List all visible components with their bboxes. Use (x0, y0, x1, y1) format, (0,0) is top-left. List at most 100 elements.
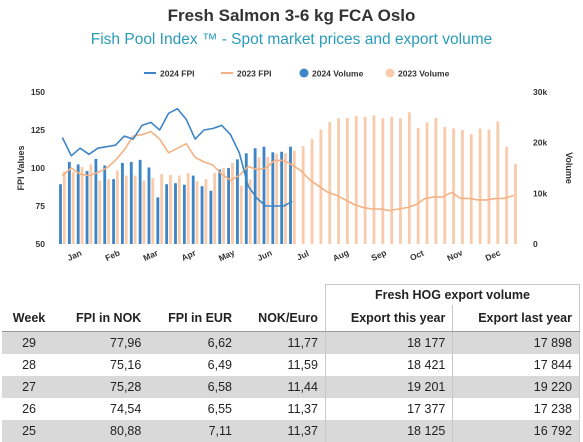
export-volume-table: Fresh HOG export volume Week FPI in NOK … (2, 284, 581, 442)
bar-2023-volume (469, 134, 473, 244)
bar-2023-volume (116, 170, 119, 244)
bar-2023-volume (204, 179, 208, 244)
y-tick-label: 125 (31, 125, 45, 135)
cell-week: 25 (2, 420, 57, 442)
y2-tick-label: 10k (533, 188, 547, 198)
legend-label: 2023 Volume (398, 69, 450, 79)
bar-2023-volume (213, 173, 217, 244)
cell-fpi-eur: 6,49 (207, 358, 232, 372)
table-row: 27 75,28 6,58 11,44 19 201 19 220 (2, 376, 580, 398)
group-header: Fresh HOG export volume (324, 284, 581, 305)
bar-2024-volume (59, 184, 62, 244)
cell-export-this-year: 18 421 (324, 354, 453, 376)
bar-2023-volume (62, 171, 66, 244)
bar-2024-volume (209, 190, 213, 244)
cell-nok-euro: 11,77 (239, 331, 326, 354)
bar-2023-volume (443, 126, 447, 244)
bar-2024-volume (165, 184, 169, 244)
cell-week: 27 (2, 376, 57, 398)
cell-nok-euro: 11,37 (239, 420, 326, 442)
bar-2023-volume (346, 117, 349, 244)
bar-2023-volume (301, 146, 305, 244)
y-tick-label: 100 (31, 163, 45, 173)
table-row: 29 77,96 6,62 11,77 18 177 17 898 (2, 331, 580, 354)
cell-nok-euro: 11,44 (239, 376, 326, 398)
fpi-volume-chart: 2024 FPI 2023 FPI 2024 Volume 2023 Volume 50… (16, 68, 574, 263)
bar-2023-volume (239, 185, 243, 244)
bar-2024-volume (218, 169, 222, 244)
bar-2023-volume (222, 168, 225, 244)
cell-export-this-year: 19 201 (324, 376, 453, 398)
table-row: 26 74,54 6,55 11,37 17 377 17 238 (2, 398, 580, 420)
col-header-export-last-year: Export last year (452, 305, 580, 332)
cell-nok-euro: 11,37 (287, 402, 318, 416)
y2-tick-label: 0 (533, 239, 538, 249)
cell-fpi-eur: 6,58 (148, 376, 239, 398)
bar-2023-volume (151, 178, 155, 244)
table-group-header-row: Fresh HOG export volume (2, 284, 581, 305)
bar-2024-volume (289, 146, 292, 244)
bar-2024-volume (129, 161, 133, 244)
bar-2024-volume (262, 146, 266, 244)
cell-export-last-year: 17 844 (452, 354, 580, 376)
bar-2024-volume (67, 161, 71, 244)
cell-export-this-year: 18 125 (324, 420, 453, 442)
cell-fpi-nok: 77,96 (56, 331, 149, 354)
bar-2024-volume (156, 197, 160, 244)
bar-2023-volume (310, 139, 314, 244)
bar-2023-volume (98, 180, 102, 244)
bar-2024-volume (191, 175, 195, 244)
bar-2023-volume (89, 164, 93, 244)
bar-2023-volume (160, 174, 164, 244)
bar-2024-volume (85, 171, 89, 244)
chart-subtitle: Fish Pool Index ™ - Spot market prices a… (90, 31, 493, 48)
legend-swatch-3 (385, 68, 395, 78)
y-tick-label: 50 (36, 239, 46, 249)
bar-2023-volume (133, 175, 137, 244)
table-row: 28 75,16 6,49 11,59 18 421 17 844 (2, 354, 580, 376)
chart-title: Fresh Salmon 3-6 kg FCA Oslo (167, 6, 416, 25)
bar-2024-volume (227, 168, 230, 244)
col-header-export-this-year: Export this year (324, 305, 453, 332)
bar-2023-volume (452, 128, 455, 244)
col-header-week: Week (2, 305, 57, 332)
x-tick-label: Dec (484, 247, 503, 263)
cell-fpi-eur: 7,11 (148, 420, 239, 442)
bar-2023-volume (169, 175, 172, 244)
cell-week: 29 (2, 331, 57, 354)
bar-2023-volume (363, 116, 367, 244)
x-tick-label: Apr (180, 247, 198, 263)
bar-2024-volume (182, 184, 186, 244)
x-tick-label: Jul (295, 248, 310, 262)
cell-fpi-eur: 6,62 (148, 331, 239, 354)
bar-2024-volume (147, 167, 151, 244)
x-tick-label: Aug (331, 247, 350, 263)
table-row: 25 80,88 7,11 11,37 18 125 16 792 (2, 420, 580, 442)
cell-fpi-nok: 74,54 (110, 402, 142, 416)
bar-2023-volume (407, 112, 411, 245)
bar-2023-volume (425, 122, 429, 244)
bar-2023-volume (124, 175, 128, 244)
legend-label: 2023 FPI (237, 69, 272, 79)
bar-2023-volume (328, 121, 332, 244)
cell-export-this-year: 18 177 (324, 331, 453, 354)
bar-2023-volume (107, 179, 110, 244)
bar-2023-volume (266, 156, 270, 244)
bar-2023-volume (337, 118, 340, 244)
x-tick-label: Feb (103, 248, 121, 263)
legend-label: 2024 FPI (160, 69, 195, 79)
bar-2024-volume (174, 183, 177, 244)
bar-2023-volume (275, 153, 279, 244)
y2-tick-label: 20k (533, 138, 547, 148)
y-tick-label: 75 (36, 201, 46, 211)
cell-export-last-year: 16 792 (452, 420, 580, 442)
bar-2024-volume (280, 151, 284, 244)
y2-tick-label: 30k (533, 87, 547, 97)
bar-2024-volume (121, 162, 124, 244)
bar-2024-volume (271, 152, 275, 244)
bar-2023-volume (461, 130, 464, 244)
bar-2023-volume (354, 115, 358, 245)
bar-2023-volume (390, 116, 394, 244)
bar-2023-volume (381, 118, 385, 244)
bar-2023-volume (80, 166, 84, 244)
